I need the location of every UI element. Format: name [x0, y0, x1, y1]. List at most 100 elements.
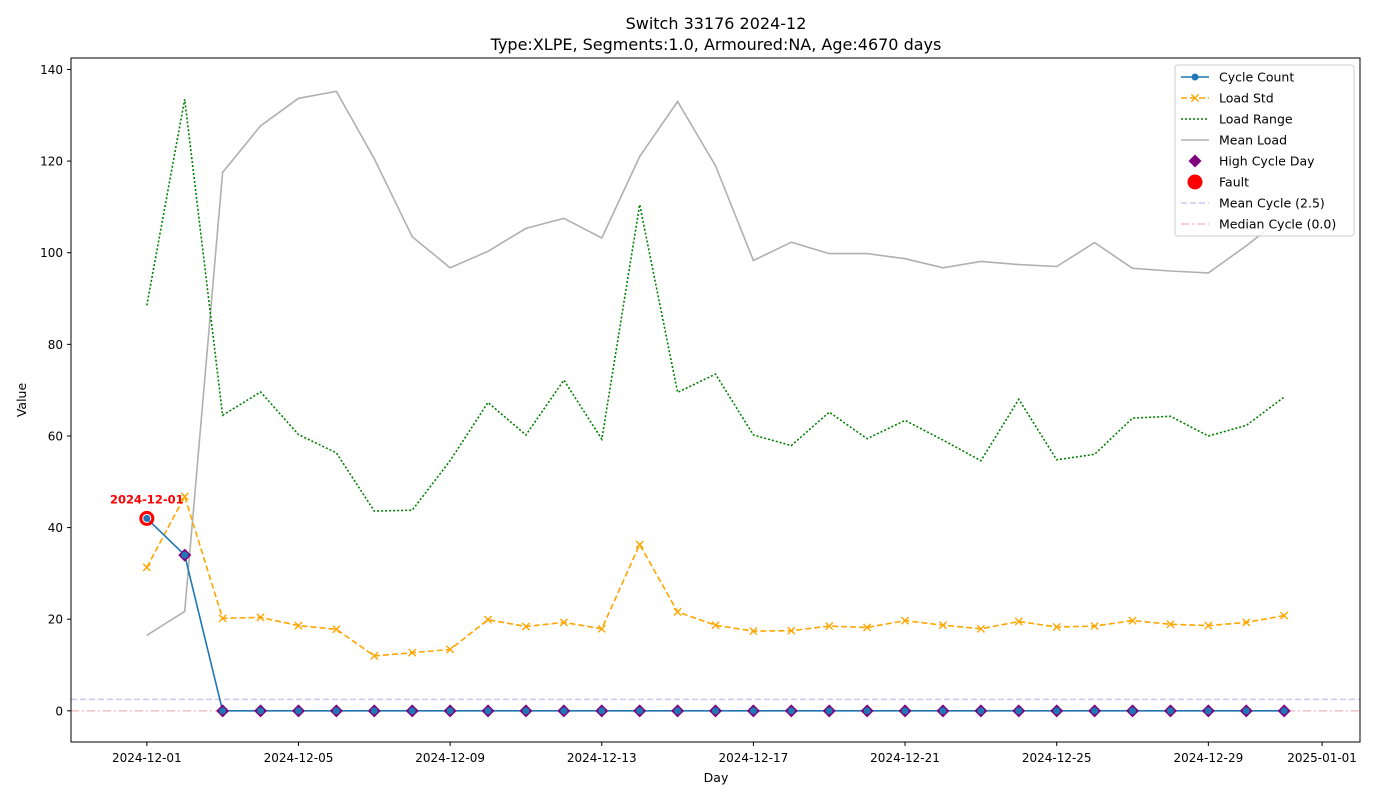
- data-point: [218, 614, 227, 623]
- legend-entry-label: Mean Cycle (2.5): [1219, 196, 1325, 211]
- y-tick-label: 20: [48, 613, 63, 627]
- series-line: [146, 517, 1285, 712]
- x-tick-label: 2024-12-13: [567, 751, 637, 765]
- data-point: [143, 514, 151, 522]
- data-point: [598, 707, 606, 715]
- fault-annotation: 2024-12-01: [110, 492, 184, 506]
- data-point: [1015, 707, 1023, 715]
- data-point: [560, 707, 568, 715]
- x-tick-label: 2024-12-01: [112, 751, 182, 765]
- x-tick-label: 2024-12-25: [1022, 751, 1092, 765]
- data-point: [1052, 622, 1061, 632]
- x-tick-label: 2025-01-01: [1287, 751, 1357, 765]
- plot-content: [71, 90, 1360, 718]
- data-point: [863, 707, 871, 715]
- y-tick-label: 120: [40, 155, 63, 169]
- legend-marker: [1191, 73, 1199, 81]
- data-point: [256, 613, 265, 622]
- data-point: [901, 707, 909, 715]
- series-line: [146, 99, 1285, 512]
- data-point: [483, 615, 493, 624]
- y-tick-label: 80: [48, 338, 63, 352]
- data-point: [1242, 618, 1251, 627]
- data-point: [1204, 621, 1213, 630]
- x-tick-label: 2024-12-09: [415, 751, 485, 765]
- data-point: [1014, 617, 1023, 626]
- y-axis-label: Value: [14, 383, 29, 418]
- data-point: [1091, 707, 1099, 715]
- data-point: [635, 540, 644, 549]
- legend-marker: [1190, 93, 1200, 103]
- data-point: [181, 551, 189, 559]
- data-point: [294, 621, 303, 630]
- plot-frame: [70, 57, 1361, 743]
- data-point: [597, 624, 606, 633]
- data-point: [370, 651, 379, 660]
- legend-entry-label: Cycle Count: [1219, 70, 1294, 85]
- legend-box: [1174, 64, 1355, 237]
- data-point: [787, 626, 796, 635]
- data-point: [180, 492, 189, 501]
- data-point: [294, 707, 302, 715]
- data-point: [1204, 707, 1212, 715]
- data-point: [332, 625, 341, 634]
- y-tick-label: 0: [55, 704, 63, 718]
- data-point: [142, 563, 151, 572]
- data-point: [446, 707, 454, 715]
- data-point: [673, 607, 682, 616]
- x-axis-label: Day: [704, 770, 729, 785]
- data-point: [825, 621, 834, 631]
- data-point: [1242, 707, 1250, 715]
- legend-entry-label: Fault: [1219, 175, 1249, 190]
- data-point: [712, 707, 719, 715]
- data-point: [1129, 707, 1137, 715]
- data-point: [521, 622, 531, 631]
- data-point: [219, 707, 227, 715]
- data-point: [749, 627, 758, 636]
- data-point: [636, 707, 644, 715]
- axes: 2024-12-01 2024-12-05 2024-12-09 2024-12-13…: [40, 63, 1357, 765]
- data-point: [522, 707, 530, 715]
- data-point: [1128, 616, 1137, 625]
- data-point: [938, 621, 948, 630]
- y-tick-label: 60: [48, 429, 63, 443]
- data-point: [825, 707, 833, 715]
- data-point: [1280, 707, 1288, 715]
- y-tick-label: 100: [40, 246, 63, 260]
- data-point: [711, 621, 720, 630]
- data-point: [1053, 707, 1061, 715]
- data-point: [559, 618, 568, 627]
- x-tick-label: 2024-12-05: [264, 751, 334, 765]
- series-line: [146, 90, 1285, 636]
- data-point: [332, 707, 340, 715]
- data-point: [446, 645, 455, 654]
- data-point: [1166, 620, 1175, 629]
- x-tick-label: 2024-12-29: [1173, 751, 1243, 765]
- data-point: [674, 707, 682, 715]
- data-point: [787, 707, 795, 715]
- data-point: [370, 707, 378, 715]
- y-tick-label: 140: [40, 63, 63, 77]
- data-point: [484, 707, 492, 715]
- legend-entry-label: Load Std: [1219, 91, 1274, 106]
- legend-entry-label: Median Cycle (0.0): [1219, 217, 1336, 232]
- data-point: [257, 707, 265, 715]
- chart-title: Switch 33176 2024-12: [626, 14, 807, 33]
- data-point: [1166, 707, 1174, 715]
- legend-entry-label: High Cycle Day: [1219, 154, 1315, 169]
- chart-subtitle: Type:XLPE, Segments:1.0, Armoured:NA, Ag…: [490, 35, 942, 54]
- data-point: [863, 623, 872, 632]
- data-point: [408, 707, 416, 715]
- data-point: [408, 648, 417, 657]
- legend: Cycle Count Load Std Load Range Mean Load Hi…: [1174, 64, 1355, 237]
- x-tick-label: 2024-12-17: [719, 751, 789, 765]
- legend-marker: [1187, 174, 1203, 190]
- x-tick-label: 2024-12-21: [870, 751, 940, 765]
- fault-marker: [139, 510, 155, 526]
- legend-marker: [1188, 154, 1202, 168]
- data-point: [1090, 621, 1099, 631]
- data-point: [900, 616, 910, 625]
- data-point: [976, 624, 985, 633]
- data-point: [749, 707, 757, 715]
